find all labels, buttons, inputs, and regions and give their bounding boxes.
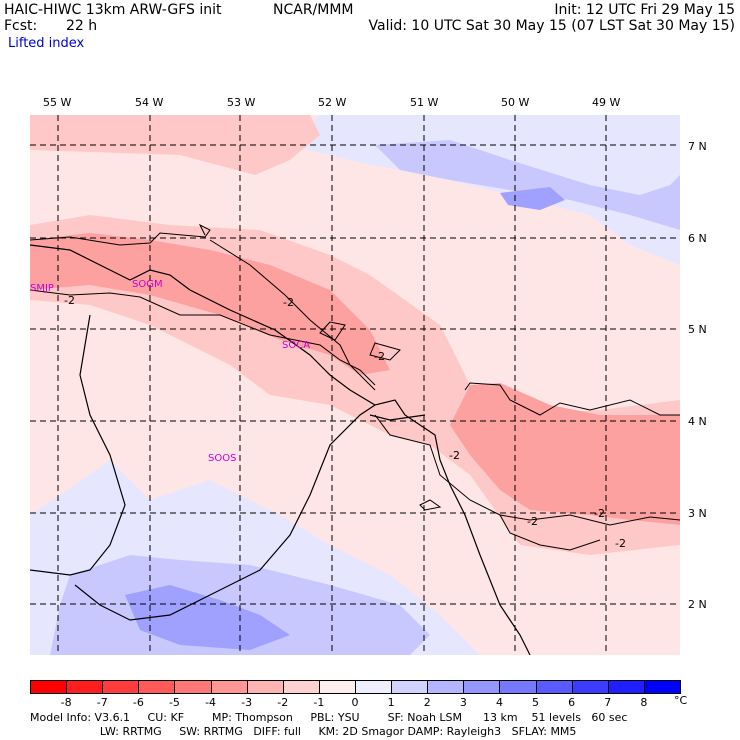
contour-label: -2 <box>594 507 605 520</box>
colorbar-swatch <box>463 680 501 694</box>
lat-label: 5 N <box>688 323 707 336</box>
lifted-index-map <box>30 115 680 655</box>
colorbar-swatch <box>355 680 393 694</box>
forecast-label: Fcst: <box>4 18 38 34</box>
stable-region-north-inner <box>375 140 680 230</box>
station-label: SOGM <box>132 279 163 290</box>
colorbar-swatch <box>318 680 356 694</box>
colorbar-swatch <box>102 680 140 694</box>
colorbar-tick-label: -5 <box>168 696 180 709</box>
station-label: SOOS <box>208 453 237 464</box>
lat-label: 4 N <box>688 415 707 428</box>
org-label: NCAR/MMM <box>273 2 354 18</box>
colorbar-tick-label: -2 <box>277 696 289 709</box>
colorbar-tick-label: 7 <box>604 696 612 709</box>
coastline <box>30 244 531 655</box>
colorbar-swatch <box>391 680 429 694</box>
colorbar-swatch <box>66 680 104 694</box>
contour-label: -2 <box>615 537 626 550</box>
contour-label: -2 <box>374 350 385 363</box>
lat-label: 2 N <box>688 598 707 611</box>
lon-label: 50 W <box>501 96 530 109</box>
colorbar-tick-label: -7 <box>96 696 108 709</box>
model-info-line-1: Model Info: V3.6.1 CU: KF MP: Thompson P… <box>30 711 628 724</box>
colorbar <box>30 680 681 694</box>
colorbar-tick-label: 4 <box>495 696 503 709</box>
colorbar-tick-label: 5 <box>532 696 540 709</box>
station-label: SOCA <box>282 340 311 351</box>
contour-label: -2 <box>527 515 538 528</box>
lat-label: 6 N <box>688 232 707 245</box>
contour-label: -2 <box>64 294 75 307</box>
colorbar-swatch <box>499 680 537 694</box>
colorbar-tick-label: 3 <box>459 696 467 709</box>
forecast-hour: 22 h <box>66 18 98 34</box>
colorbar-swatch <box>607 680 645 694</box>
colorbar-tick-label: -8 <box>60 696 72 709</box>
colorbar-swatch <box>138 680 176 694</box>
lon-label: 51 W <box>410 96 439 109</box>
valid-time: Valid: 10 UTC Sat 30 May 15 (07 LST Sat … <box>368 18 735 34</box>
colorbar-swatch <box>427 680 465 694</box>
lon-label: 54 W <box>135 96 164 109</box>
colorbar-tick-label: 6 <box>568 696 576 709</box>
lat-label: 3 N <box>688 507 707 520</box>
lat-lon-grid <box>30 115 680 655</box>
colorbar-tick-label: -1 <box>313 696 325 709</box>
contour-label: -2 <box>449 449 460 462</box>
colorbar-tick-label: 1 <box>387 696 395 709</box>
lon-label: 53 W <box>227 96 256 109</box>
lat-label: 7 N <box>688 140 707 153</box>
colorbar-unit: °C <box>674 694 688 707</box>
colorbar-tick-label: 0 <box>351 696 359 709</box>
colorbar-swatch <box>643 680 681 694</box>
field-name: Lifted index <box>8 36 85 51</box>
lon-label: 52 W <box>318 96 347 109</box>
colorbar-swatch <box>246 680 284 694</box>
contour-lines <box>30 223 680 551</box>
lon-label: 49 W <box>592 96 621 109</box>
unstable-core-east <box>540 450 620 480</box>
lon-label: 55 W <box>43 96 72 109</box>
colorbar-tick-label: -6 <box>132 696 144 709</box>
model-info-line-2: LW: RRTMG SW: RRTMG DIFF: full KM: 2D Sm… <box>30 725 577 738</box>
unstable-core-coast <box>30 233 680 525</box>
colorbar-swatch <box>571 680 609 694</box>
colorbar-tick-label: -4 <box>205 696 217 709</box>
colorbar-swatch <box>282 680 320 694</box>
colorbar-tick-label: -3 <box>241 696 253 709</box>
stable-core-north <box>500 187 565 210</box>
station-label: SMJP <box>30 283 54 294</box>
colorbar-tick-label: 2 <box>423 696 431 709</box>
contour-label: -2 <box>283 296 294 309</box>
colorbar-swatch <box>210 680 248 694</box>
colorbar-tick-label: 8 <box>640 696 648 709</box>
colorbar-swatch <box>30 680 68 694</box>
model-title: HAIC-HIWC 13km ARW-GFS init <box>4 2 222 18</box>
colorbar-swatch <box>174 680 212 694</box>
init-time: Init: 12 UTC Fri 29 May 15 <box>554 2 735 18</box>
colorbar-swatch <box>535 680 573 694</box>
stable-core-south <box>125 585 290 650</box>
